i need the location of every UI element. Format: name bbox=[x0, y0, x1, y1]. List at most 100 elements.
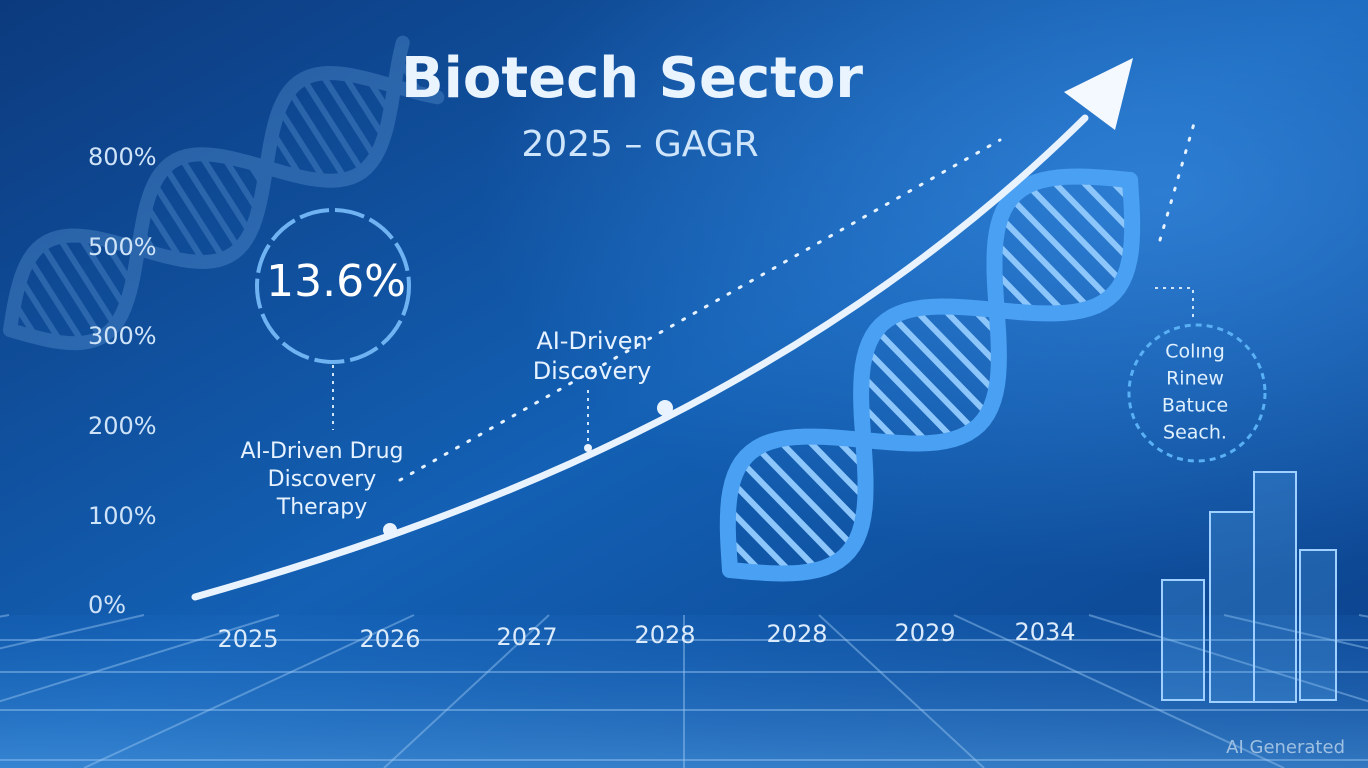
highlight-value: 13.6% bbox=[266, 256, 406, 307]
y-axis-label: 200% bbox=[88, 412, 157, 440]
x-axis-label: 2027 bbox=[496, 623, 557, 651]
helix-rung bbox=[39, 243, 104, 339]
dotted-trend bbox=[398, 138, 1002, 482]
dotted-trend bbox=[1158, 118, 1197, 242]
arrow-head bbox=[1064, 58, 1133, 130]
bar-shape bbox=[1299, 549, 1337, 701]
helix-rung bbox=[270, 130, 304, 179]
y-axis-label: 300% bbox=[88, 322, 157, 350]
x-axis-label: 2025 bbox=[217, 625, 278, 653]
helix-rung bbox=[874, 328, 976, 432]
floor bbox=[0, 615, 1368, 768]
helix-rung bbox=[319, 71, 378, 160]
annotation-line: Discovery bbox=[268, 467, 377, 492]
helix-rung bbox=[1048, 176, 1132, 262]
helix-rung bbox=[1075, 174, 1135, 235]
curve-point bbox=[383, 523, 397, 537]
bar-shape bbox=[1253, 471, 1297, 703]
helix-rung bbox=[126, 244, 140, 260]
helix-rung bbox=[340, 72, 387, 140]
helix-rung bbox=[163, 165, 226, 261]
annotation-line: Batuce bbox=[1162, 395, 1228, 417]
background-helix bbox=[3, 35, 445, 351]
x-axis-label: 2026 bbox=[359, 625, 420, 653]
helix-rung bbox=[246, 160, 266, 188]
helix-rung bbox=[100, 237, 135, 286]
x-axis-label: 2028 bbox=[766, 620, 827, 648]
x-axis-label: 2028 bbox=[634, 621, 695, 649]
y-axis-label: 100% bbox=[88, 502, 157, 530]
y-axis-label: 0% bbox=[88, 591, 126, 619]
helix-rung bbox=[998, 215, 1092, 311]
annotation-line: Therapy bbox=[276, 495, 367, 520]
helix-rung bbox=[939, 304, 1001, 368]
y-axis-label: 800% bbox=[88, 143, 157, 171]
helix-rung bbox=[864, 347, 956, 442]
helix-rung bbox=[151, 181, 207, 264]
helix-rung bbox=[56, 235, 118, 328]
helix-strand bbox=[722, 172, 1141, 582]
curve-point bbox=[657, 400, 673, 416]
bar-shape bbox=[1209, 511, 1255, 703]
floor-line bbox=[0, 614, 280, 703]
helix-rung bbox=[77, 234, 128, 309]
x-axis-label: 2034 bbox=[1014, 618, 1075, 646]
watermark: AI Generated bbox=[1226, 737, 1345, 758]
helix-rung bbox=[993, 239, 1067, 316]
helix-rung bbox=[143, 203, 184, 262]
floor-line bbox=[83, 614, 415, 768]
helix-rung bbox=[178, 156, 242, 251]
helix-strand bbox=[3, 35, 410, 351]
helix-strand bbox=[3, 65, 445, 337]
helix-rung bbox=[365, 77, 393, 115]
dna-helix bbox=[719, 168, 1141, 582]
helix-rung bbox=[890, 314, 990, 417]
helix-rung bbox=[138, 229, 159, 256]
annotation-line: Seach. bbox=[1163, 422, 1227, 444]
subtitle: 2025 – GAGR bbox=[521, 124, 758, 165]
helix-rung bbox=[197, 152, 253, 235]
helix-rung bbox=[739, 459, 841, 564]
helix-rung bbox=[220, 154, 261, 213]
helix-rung bbox=[286, 89, 349, 181]
callout-ring bbox=[1127, 323, 1267, 463]
annotation-line: Colıng bbox=[1165, 341, 1225, 363]
title: Biotech Sector bbox=[401, 46, 863, 111]
floor-grid bbox=[0, 614, 1368, 768]
curve-point bbox=[584, 444, 592, 452]
x-axis-label: 2029 bbox=[894, 619, 955, 647]
growth-curve bbox=[191, 114, 1089, 601]
labels: 800% 500% 300% 200% 100% 0% 2025 2026 2027 2028 20… bbox=[88, 143, 1228, 653]
floor-line bbox=[0, 614, 145, 650]
floor-line bbox=[953, 614, 1285, 768]
helix-rung bbox=[726, 506, 794, 576]
helix-rung bbox=[776, 437, 864, 528]
helix-rung bbox=[300, 77, 365, 174]
helix-rung bbox=[18, 277, 64, 344]
annotation-line: Discovery bbox=[533, 357, 652, 385]
bar-shape bbox=[1161, 579, 1205, 701]
helix-rung bbox=[802, 434, 868, 501]
floor-line bbox=[383, 614, 550, 768]
helix-rung bbox=[265, 156, 278, 172]
annotation-line: AI-Driven Drug bbox=[241, 439, 404, 464]
y-axis-label: 500% bbox=[88, 233, 157, 261]
floor-line bbox=[1223, 614, 1368, 650]
helix-rung bbox=[26, 257, 86, 345]
helix-rung bbox=[396, 57, 424, 96]
helix-rung bbox=[1009, 196, 1111, 301]
bar-graphic bbox=[1161, 471, 1337, 703]
helix-rung bbox=[912, 306, 998, 395]
helix-rung bbox=[11, 301, 39, 339]
helix-rung bbox=[276, 107, 328, 183]
annotation-line: Rinew bbox=[1166, 368, 1224, 390]
annotation-line: AI-Driven bbox=[536, 327, 647, 355]
helix-rung bbox=[859, 373, 931, 446]
helix-rung bbox=[754, 445, 856, 549]
helix-rung bbox=[730, 480, 820, 572]
helix-rung bbox=[1025, 183, 1125, 284]
highlight-ring bbox=[255, 208, 411, 364]
